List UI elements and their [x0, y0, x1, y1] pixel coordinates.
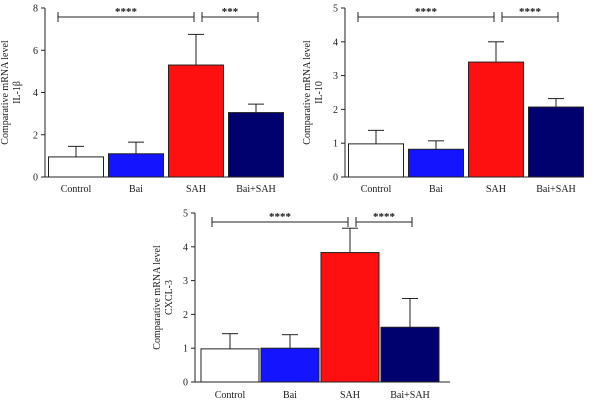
- y-tick-label: 2: [183, 310, 188, 321]
- y-tick-label: 3: [183, 276, 188, 287]
- y-tick-label: 1: [183, 344, 188, 355]
- category-label: SAH: [186, 184, 206, 195]
- bar-bai-sah: [380, 326, 440, 383]
- y-axis-sublabel: IL-10: [314, 81, 325, 104]
- bar-sah: [468, 61, 524, 178]
- significance-label: ****: [269, 211, 292, 223]
- category-label: Bai: [429, 184, 443, 195]
- significance-label: ****: [519, 6, 542, 18]
- bar-bai: [108, 153, 164, 178]
- bar-bai-sah: [228, 112, 284, 178]
- y-axis-sublabel: CXCL-3: [164, 280, 175, 315]
- bar-control: [200, 348, 260, 383]
- y-tick-label: 3: [333, 71, 338, 82]
- significance-label: ****: [115, 6, 138, 18]
- y-tick-label: 0: [333, 173, 338, 184]
- category-label: SAH: [486, 184, 506, 195]
- category-label: Control: [61, 184, 92, 195]
- y-tick-label: 8: [33, 4, 38, 15]
- category-label: SAH: [340, 390, 360, 401]
- category-label: Bai: [129, 184, 143, 195]
- y-tick-label: 5: [333, 4, 338, 15]
- category-label: Bai+SAH: [390, 390, 430, 401]
- y-axis-label: Comparative mRNA level: [302, 40, 313, 145]
- y-tick-label: 4: [183, 242, 188, 253]
- category-label: Bai+SAH: [236, 184, 276, 195]
- y-tick-label: 2: [33, 130, 38, 141]
- bar-sah: [320, 252, 380, 383]
- y-tick-label: 4: [333, 37, 338, 48]
- bar-bai-sah: [528, 106, 584, 178]
- significance-label: ***: [222, 6, 239, 18]
- y-tick-label: 0: [33, 173, 38, 184]
- chart-panel-3: 0 1 2 3 4 5 Comparative mRNA level CXCL-3 Contro…: [152, 209, 450, 401]
- category-label: Bai+SAH: [536, 184, 576, 195]
- category-label: Control: [215, 390, 246, 401]
- y-tick-label: 1: [333, 139, 338, 150]
- y-axis-label: Comparative mRNA level: [0, 40, 11, 145]
- y-tick-label: 2: [333, 105, 338, 116]
- y-tick-label: 4: [33, 88, 38, 99]
- bar-bai: [260, 347, 320, 383]
- bar-bai: [408, 148, 464, 178]
- chart-panel-2: 0 1 2 3 4 5 Comparative mRNA level IL-10 Control…: [302, 4, 584, 195]
- y-tick-label: 6: [33, 46, 38, 57]
- bar-control: [48, 156, 104, 178]
- category-label: Control: [361, 184, 392, 195]
- chart-panel-1: 0 2 4 6 8 Comparative mRNA level IL-1β Control B…: [0, 4, 284, 195]
- y-tick-label: 0: [183, 378, 188, 389]
- y-tick-label: 5: [183, 209, 188, 220]
- y-axis-label: Comparative mRNA level: [152, 245, 163, 350]
- y-axis-sublabel: IL-1β: [12, 81, 23, 104]
- significance-label: ****: [415, 6, 438, 18]
- bar-control: [348, 143, 404, 178]
- significance-label: ****: [373, 211, 396, 223]
- category-label: Bai: [283, 390, 297, 401]
- bar-sah: [168, 64, 224, 178]
